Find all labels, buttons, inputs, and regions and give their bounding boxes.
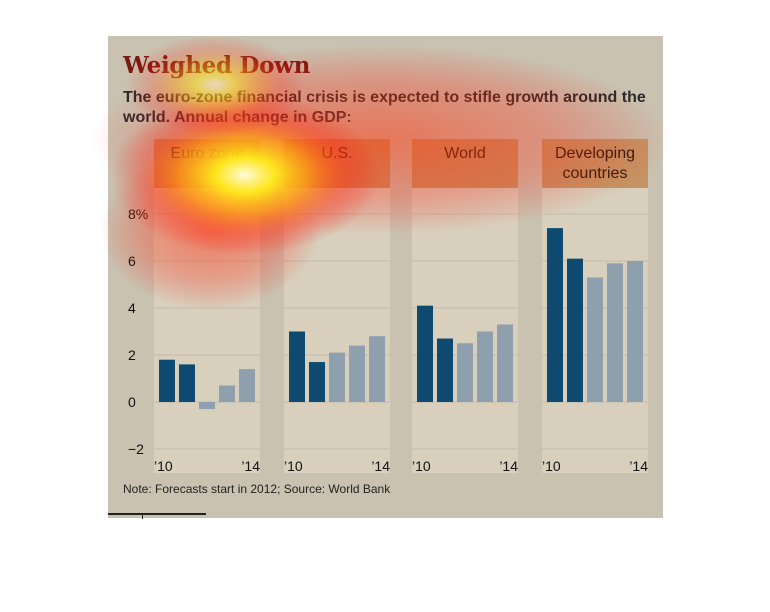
forecast-bar: Developing countries 2013: 5.9: [607, 263, 623, 402]
panel-title: Euro zone: [171, 145, 244, 162]
forecast-bar: U.S. 2012: 2.1: [329, 352, 345, 402]
y-tick-label: 8%: [128, 206, 148, 222]
x-tick-label: ’14: [241, 458, 260, 474]
divider-tick: [142, 513, 143, 519]
forecast-bar: Euro zone 2013: 0.7: [219, 385, 235, 402]
forecast-bar: Euro zone 2012: −0.3: [199, 402, 215, 410]
x-tick-label: ’14: [371, 458, 390, 474]
y-tick-label: 4: [128, 300, 136, 316]
forecast-bar: U.S. 2014: 2.8: [369, 336, 385, 402]
panel-background: [154, 139, 260, 473]
source-note: Note: Forecasts start in 2012; Source: W…: [123, 482, 391, 496]
actual-bar: Euro zone 2011: 1.6: [179, 364, 195, 402]
forecast-bar: World 2012: 2.5: [457, 343, 473, 402]
actual-bar: U.S. 2011: 1.7: [309, 362, 325, 402]
y-tick-label: 6: [128, 253, 136, 269]
divider-line: [108, 513, 206, 515]
y-tick-label: 2: [128, 347, 136, 363]
actual-bar: U.S. 2010: 3: [289, 331, 305, 402]
x-tick-label: ’10: [154, 458, 173, 474]
panel-background: [284, 139, 390, 473]
x-tick-label: ’14: [499, 458, 518, 474]
forecast-bar: World 2013: 3: [477, 331, 493, 402]
actual-bar: World 2010: 4.1: [417, 305, 433, 402]
panel-title: Developing: [555, 145, 635, 162]
x-tick-label: ’10: [542, 458, 561, 474]
forecast-bar: Developing countries 2014: 6: [627, 261, 643, 402]
forecast-bar: World 2014: 3.3: [497, 324, 513, 402]
forecast-bar: Euro zone 2014: 1.4: [239, 369, 255, 402]
x-tick-label: ’10: [412, 458, 431, 474]
y-tick-label: −2: [128, 441, 144, 457]
x-tick-label: ’10: [284, 458, 303, 474]
x-tick-label: ’14: [629, 458, 648, 474]
forecast-bar: Developing countries 2012: 5.3: [587, 277, 603, 402]
actual-bar: Euro zone 2010: 1.8: [159, 359, 175, 402]
panel-title: U.S.: [321, 145, 352, 162]
actual-bar: Developing countries 2011: 6.1: [567, 258, 583, 402]
panel-title: World: [444, 145, 486, 162]
actual-bar: Developing countries 2010: 7.4: [547, 228, 563, 402]
actual-bar: World 2011: 2.7: [437, 338, 453, 402]
y-tick-label: 0: [128, 394, 136, 410]
panel-title: countries: [563, 165, 628, 182]
forecast-bar: U.S. 2013: 2.4: [349, 345, 365, 402]
